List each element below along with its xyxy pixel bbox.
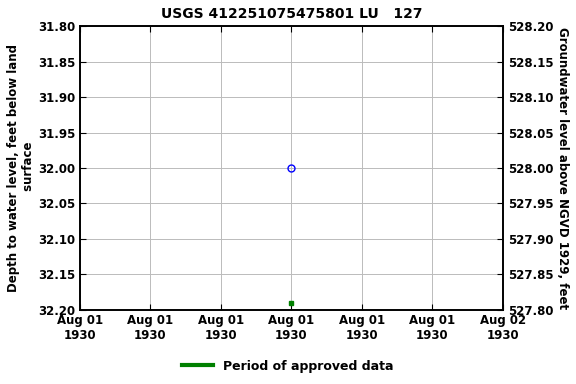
Legend: Period of approved data: Period of approved data xyxy=(177,355,399,378)
Y-axis label: Groundwater level above NGVD 1929, feet: Groundwater level above NGVD 1929, feet xyxy=(556,27,569,309)
Y-axis label: Depth to water level, feet below land
 surface: Depth to water level, feet below land su… xyxy=(7,44,35,292)
Title: USGS 412251075475801 LU   127: USGS 412251075475801 LU 127 xyxy=(161,7,422,21)
